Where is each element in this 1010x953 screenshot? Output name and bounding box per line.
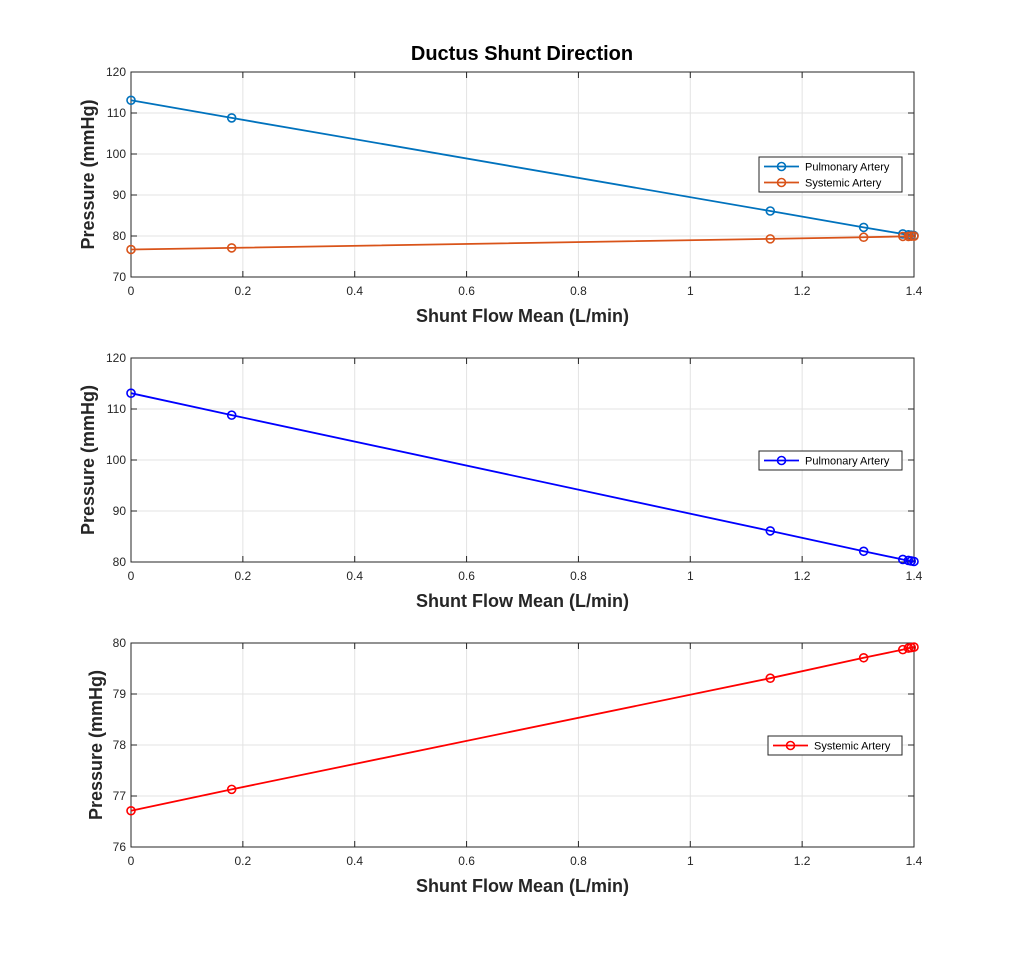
x-tick-label: 0: [128, 284, 135, 298]
y-tick-label: 79: [113, 687, 127, 701]
data-point: [226, 113, 237, 123]
data-point: [858, 222, 869, 233]
legend-swatch-marker: [776, 161, 787, 172]
x-axis-label: Shunt Flow Mean (L/min): [416, 306, 629, 326]
y-tick-label: 70: [113, 270, 127, 284]
x-tick-label: 0.8: [570, 569, 587, 583]
x-axis-label: Shunt Flow Mean (L/min): [416, 876, 629, 896]
x-tick-label: 0.6: [458, 854, 475, 868]
y-tick-label: 90: [113, 188, 127, 202]
data-point: [898, 644, 908, 655]
x-tick-label: 0.2: [235, 854, 252, 868]
data-point: [909, 556, 919, 567]
x-tick-label: 0.6: [458, 569, 475, 583]
x-tick-label: 0.2: [235, 569, 252, 583]
plot-top: 0 0.2 0.4 0.6 0.8 1 1.2 1.4 70 80 90 100 110 120 Shunt…: [78, 65, 923, 326]
data-point: [858, 652, 869, 663]
legend-swatch-marker: [785, 740, 796, 751]
data-point: [906, 231, 917, 242]
y-axis-label: Pressure (mmHg): [78, 385, 98, 535]
data-point: [226, 243, 237, 253]
axes-box: [130, 71, 915, 278]
y-tick-label: 80: [113, 229, 127, 243]
y-tick-label: 110: [107, 402, 126, 416]
y-tick-label: 100: [106, 147, 126, 161]
y-tick-label: 120: [106, 65, 126, 79]
x-axis-label: Shunt Flow Mean (L/min): [416, 591, 629, 611]
x-tick-label: 0.8: [570, 284, 587, 298]
data-point: [126, 805, 136, 816]
data-point: [909, 642, 919, 652]
x-tick-label: 1: [687, 284, 694, 298]
data-point: [858, 546, 869, 557]
y-tick-label: 80: [113, 636, 127, 650]
x-tick-label: 1.4: [906, 569, 923, 583]
figure-title: Ductus Shunt Direction: [411, 43, 633, 65]
data-point: [765, 526, 776, 536]
legend-swatch-marker: [776, 177, 787, 188]
data-point: [765, 206, 776, 216]
x-tick-label: 0.8: [570, 854, 587, 868]
legend-label: Pulmonary Artery: [805, 456, 890, 468]
y-tick-label: 110: [107, 106, 126, 120]
y-tick-label: 77: [113, 789, 127, 803]
x-tick-label: 1.4: [906, 854, 923, 868]
y-tick-label: 90: [113, 504, 127, 518]
x-tick-label: 1.2: [794, 569, 811, 583]
x-tick-label: 0.4: [346, 569, 363, 583]
y-axis-label: Pressure (mmHg): [78, 99, 98, 249]
legend-box: [758, 450, 903, 471]
data-point: [909, 231, 919, 242]
x-tick-label: 0.4: [346, 284, 363, 298]
y-axis-label: Pressure (mmHg): [86, 670, 106, 820]
y-tick-label: 80: [113, 555, 127, 569]
x-tick-label: 1: [687, 854, 694, 868]
data-point: [765, 673, 776, 683]
legend-label: Systemic Artery: [814, 741, 891, 753]
x-tick-label: 1.2: [794, 284, 811, 298]
data-point: [126, 244, 136, 255]
x-tick-label: 1: [687, 569, 694, 583]
data-point: [126, 388, 136, 398]
data-point: [226, 784, 237, 795]
legend-label: Systemic Artery: [805, 178, 882, 190]
y-tick-label: 76: [113, 840, 127, 854]
plot-middle: 0 0.2 0.4 0.6 0.8 1 1.2 1.4 80 90 100 110 120 Shunt F…: [78, 351, 923, 611]
x-tick-label: 0: [128, 569, 135, 583]
x-tick-label: 1.4: [906, 284, 923, 298]
data-point: [765, 234, 776, 244]
legend-label: Pulmonary Artery: [805, 162, 890, 174]
legend-swatch-marker: [776, 455, 787, 466]
y-tick-label: 120: [106, 351, 126, 365]
x-tick-label: 1.2: [794, 854, 811, 868]
plot-bottom: 0 0.2 0.4 0.6 0.8 1 1.2 1.4 76 77 78 79 80 Shunt Flow…: [86, 636, 923, 896]
data-point: [858, 232, 869, 243]
legend-box: [767, 735, 903, 756]
data-point: [226, 410, 237, 420]
x-tick-label: 0: [128, 854, 135, 868]
x-tick-label: 0.6: [458, 284, 475, 298]
y-tick-label: 100: [106, 453, 126, 467]
x-tick-label: 0.2: [235, 284, 252, 298]
y-tick-label: 78: [113, 738, 127, 752]
x-tick-label: 0.4: [346, 854, 363, 868]
data-point: [126, 95, 136, 106]
